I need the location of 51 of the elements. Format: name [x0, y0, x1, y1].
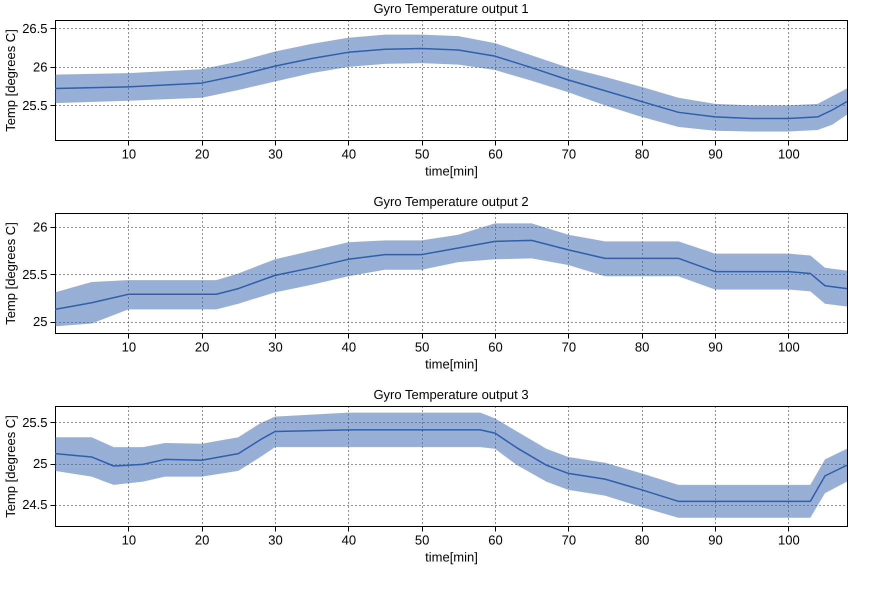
chart-title: Gyro Temperature output 3 [373, 387, 529, 402]
x-tick-label: 30 [268, 146, 283, 162]
x-tick-label: 80 [634, 532, 650, 548]
x-tick-label: 70 [562, 532, 576, 548]
x-tick-label: 50 [414, 146, 430, 162]
chart-title: Gyro Temperature output 2 [373, 194, 529, 209]
x-tick-label: 100 [778, 146, 800, 162]
x-axis-title: time[min] [425, 164, 478, 178]
line-series [55, 240, 847, 310]
x-tick-label: 40 [342, 146, 356, 162]
x-tick-label: 50 [414, 532, 430, 548]
x-tick-label: 90 [708, 340, 723, 354]
x-tick-label: 40 [342, 340, 356, 354]
y-tick-label: 25.5 [22, 266, 48, 282]
x-tick-label: 30 [268, 340, 283, 354]
x-tick-label: 10 [122, 146, 136, 162]
y-tick-label: 25.5 [22, 98, 48, 113]
x-tick-label: 60 [488, 340, 503, 354]
y-axis-title: Temp [degrees C] [3, 415, 18, 518]
x-tick-label: 60 [488, 146, 503, 162]
x-tick-label: 70 [562, 146, 576, 162]
y-tick-label: 26 [33, 59, 48, 74]
x-axis-title: time[min] [425, 550, 478, 564]
x-tick-label: 20 [194, 146, 210, 162]
y-tick-label: 25 [33, 456, 48, 472]
chart-title: Gyro Temperature output 1 [373, 1, 529, 16]
y-axis-title: Temp [degrees C] [3, 29, 18, 132]
y-tick-label: 25.5 [22, 414, 48, 430]
x-tick-label: 60 [488, 532, 503, 548]
x-tick-label: 50 [414, 340, 430, 354]
x-tick-label: 100 [778, 532, 800, 548]
x-tick-label: 10 [122, 532, 136, 548]
line-series [55, 48, 847, 120]
x-tick-label: 90 [708, 146, 723, 162]
y-tick-label: 24.5 [22, 497, 48, 512]
x-tick-label: 80 [634, 340, 650, 354]
y-tick-label: 25 [33, 314, 48, 330]
x-tick-label: 80 [634, 146, 650, 162]
x-tick-label: 90 [708, 532, 723, 548]
y-axis-title: Temp [degrees C] [3, 222, 18, 325]
y-tick-label: 26.5 [22, 20, 48, 36]
y-tick-label: 26 [33, 220, 48, 235]
x-tick-label: 30 [268, 532, 283, 548]
line-series [55, 429, 847, 502]
x-tick-label: 20 [194, 532, 210, 548]
x-tick-label: 20 [194, 340, 210, 354]
x-tick-label: 40 [342, 532, 356, 548]
x-tick-label: 100 [778, 340, 800, 354]
x-axis-title: time[min] [425, 356, 478, 372]
x-tick-label: 10 [122, 340, 136, 354]
x-tick-label: 70 [562, 340, 576, 354]
